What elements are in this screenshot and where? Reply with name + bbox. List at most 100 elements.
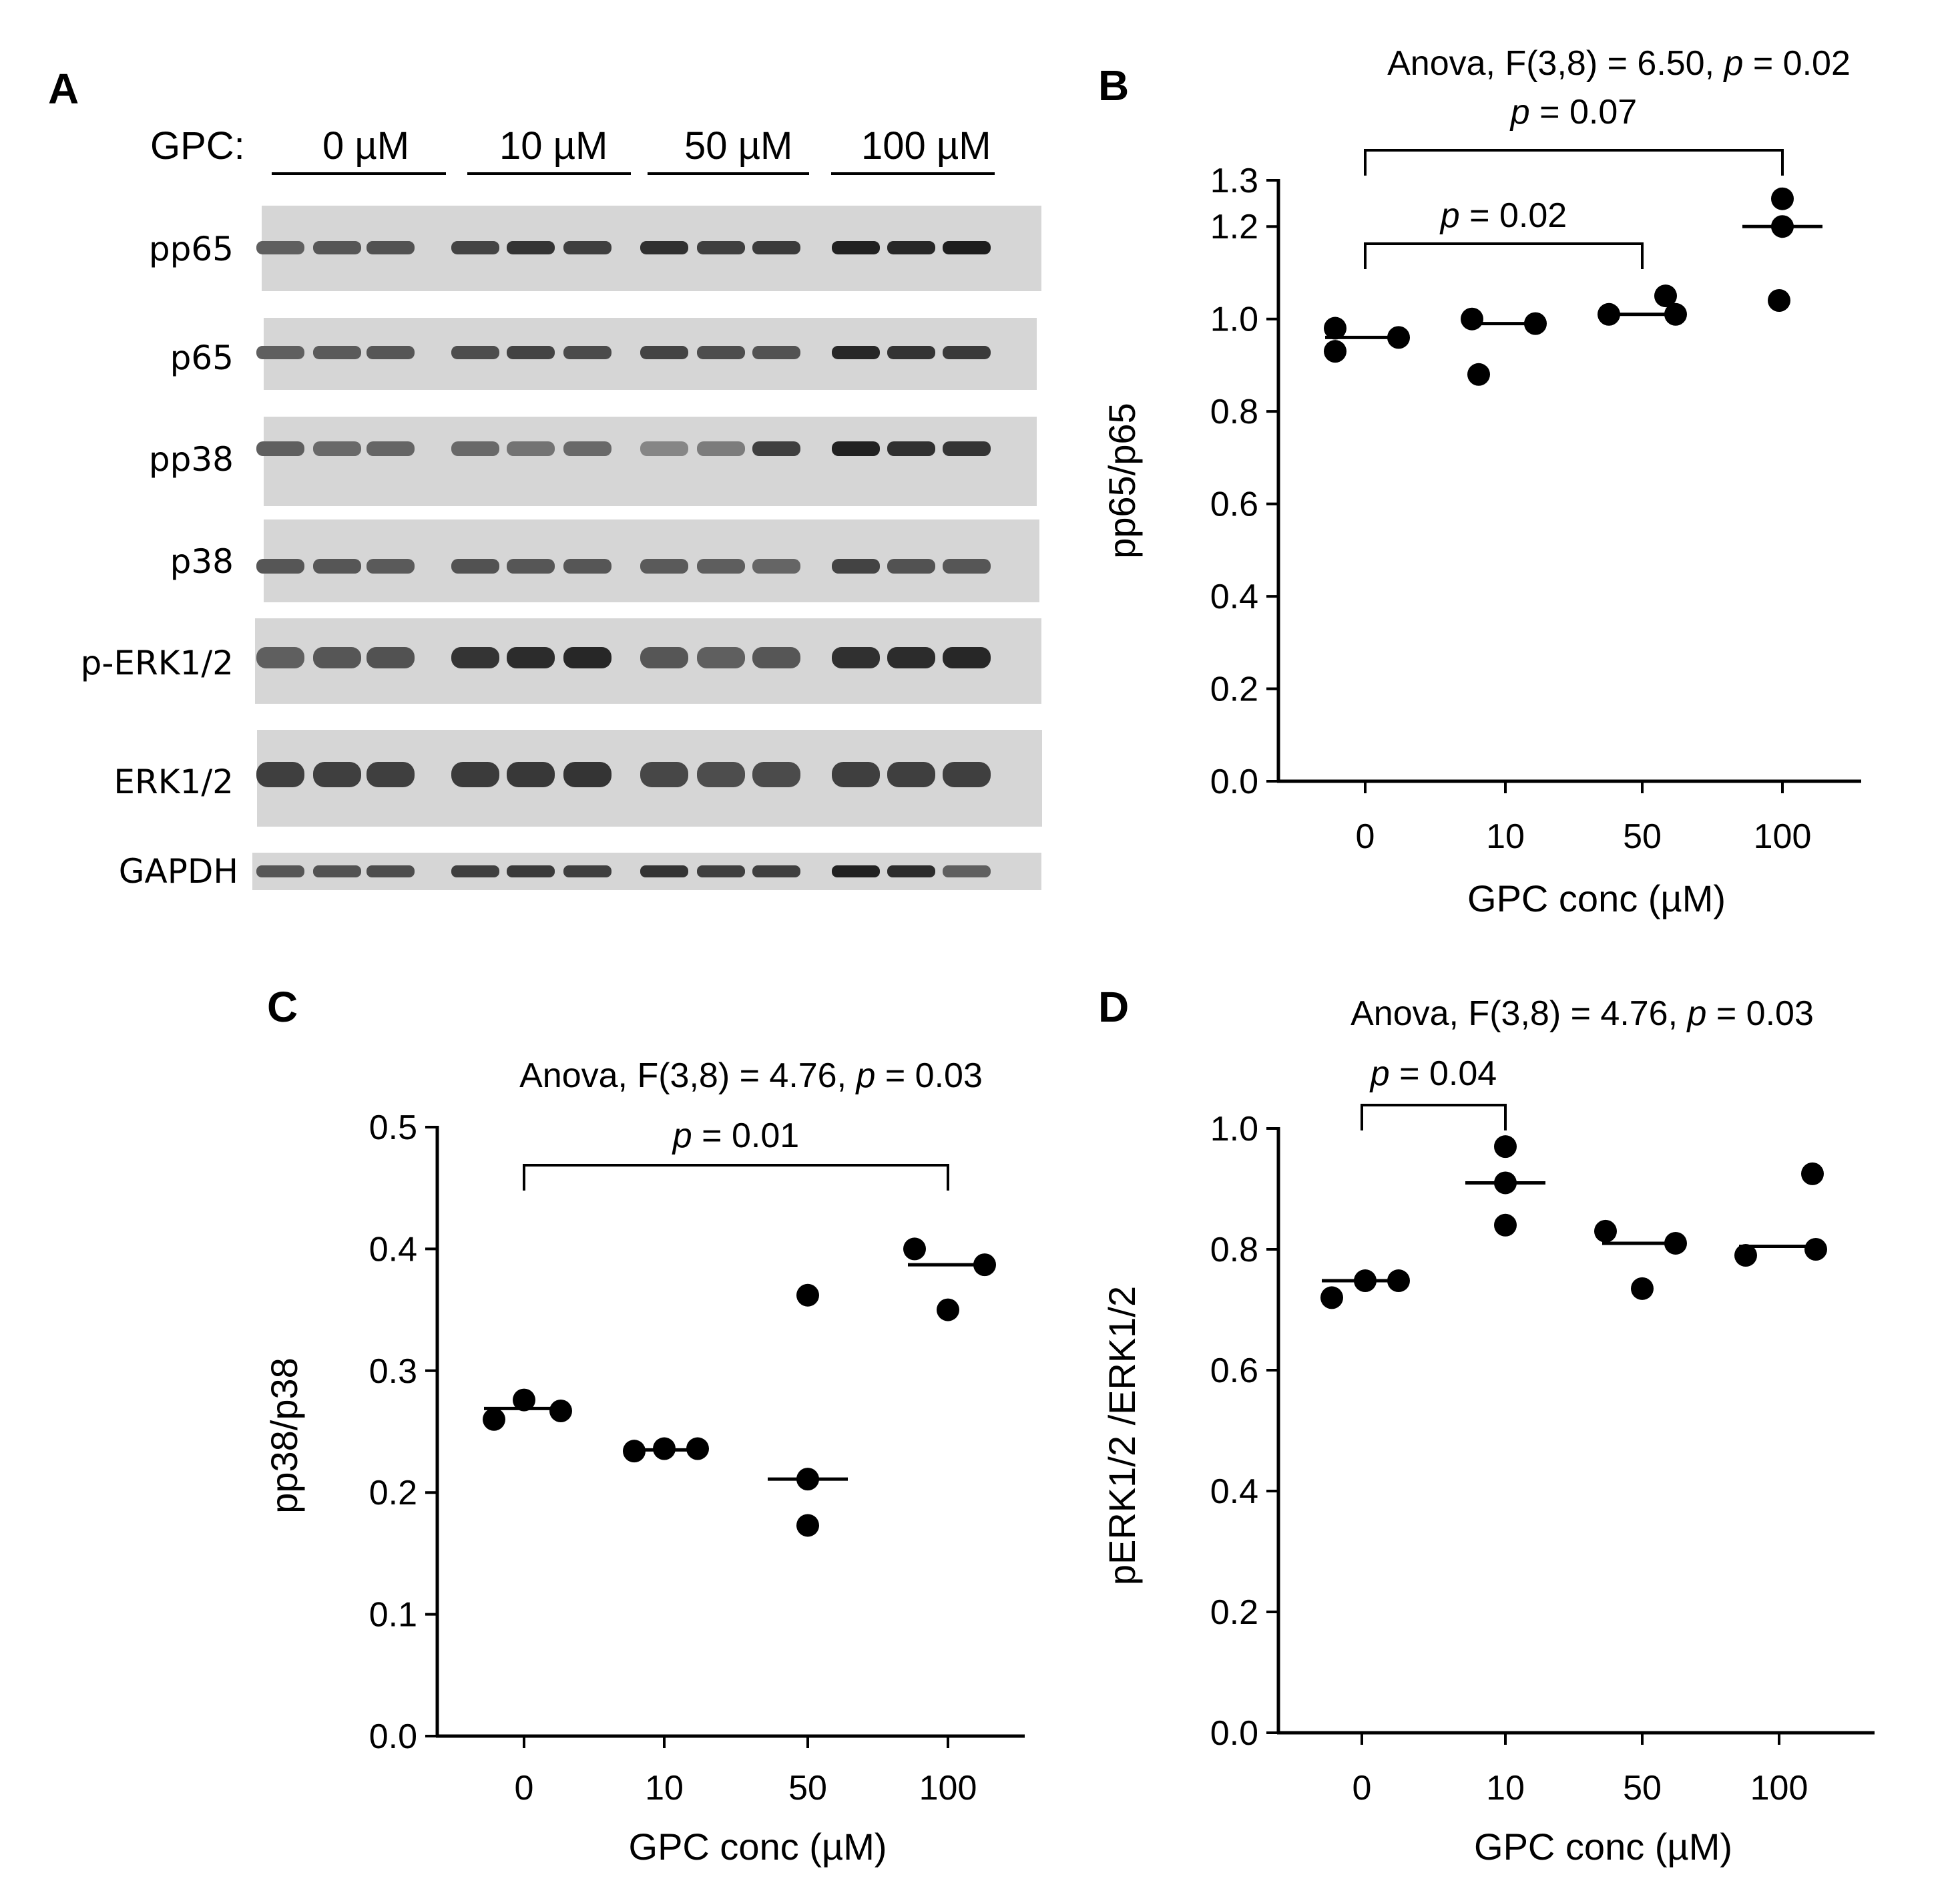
significance-bracket xyxy=(1364,242,1644,269)
blot-band xyxy=(640,559,688,574)
gpc-header-label: GPC: xyxy=(150,124,245,168)
significance-bracket xyxy=(523,1164,949,1191)
x-tick-label: 100 xyxy=(1750,1769,1808,1808)
anova-annotation: Anova, F(3,8) = 4.76, p = 0.03 xyxy=(519,1056,983,1095)
anova-annotation: Anova, F(3,8) = 4.76, p = 0.03 xyxy=(1351,994,1814,1033)
anova-annotation: Anova, F(3,8) = 6.50, p = 0.02 xyxy=(1387,44,1851,83)
y-tick-label: 0.2 xyxy=(369,1474,417,1512)
blot-group-label: 10 µM xyxy=(499,124,607,168)
data-point xyxy=(1320,1286,1343,1309)
blot-band xyxy=(697,762,745,787)
y-tick-label: 1.3 xyxy=(1210,162,1258,200)
blot-band xyxy=(640,647,688,668)
blot-rows: pp65 p65 pp38 p38 p-ERK1/2 ERK1/2 GAPDH xyxy=(81,206,1042,891)
data-point xyxy=(796,1514,819,1537)
blot-band xyxy=(752,647,800,668)
data-point xyxy=(686,1437,709,1460)
panel-b-chart: 0.0 0.2 0.4 0.6 0.8 1.0 1.2 1.3 0 10 50 100 pp65/p65… xyxy=(1101,44,1861,919)
blot-band xyxy=(451,559,499,574)
data-point xyxy=(623,1440,646,1463)
blot-band xyxy=(366,865,415,877)
blot-band xyxy=(451,241,499,254)
blot-band xyxy=(640,762,688,787)
blot-band xyxy=(640,241,688,254)
data-point xyxy=(1324,317,1346,340)
data-point xyxy=(796,1283,819,1307)
blot-band xyxy=(451,647,499,668)
blot-band xyxy=(563,559,611,574)
data-point xyxy=(1467,363,1490,386)
y-tick-label: 0.4 xyxy=(1210,578,1258,616)
y-tick-label: 0.2 xyxy=(1210,1593,1258,1632)
blot-band xyxy=(887,241,935,254)
blot-band xyxy=(507,762,555,787)
blot-band xyxy=(752,762,800,787)
blot-band xyxy=(256,762,304,787)
y-tick-label: 0.0 xyxy=(1210,763,1258,801)
x-tick-label: 10 xyxy=(645,1769,684,1808)
y-axis-title: pp65/p65 xyxy=(1101,403,1143,559)
data-point xyxy=(1461,307,1483,331)
blot-band xyxy=(563,441,611,456)
data-point xyxy=(1598,302,1620,326)
blot-band xyxy=(256,441,304,456)
x-tick-label: 50 xyxy=(1623,817,1662,856)
data-point xyxy=(1801,1162,1824,1185)
data-point xyxy=(1768,289,1790,312)
blot-band xyxy=(507,647,555,668)
bracket-p-value: p = 0.02 xyxy=(1439,196,1567,235)
blot-band xyxy=(256,865,304,877)
bracket-p-value: p = 0.04 xyxy=(1369,1054,1497,1093)
data-point xyxy=(1804,1238,1827,1261)
x-tick-label: 0 xyxy=(1353,1769,1372,1808)
x-tick-label: 10 xyxy=(1486,1769,1525,1808)
blot-band xyxy=(313,441,361,456)
blot-row-label: pp38 xyxy=(149,440,234,479)
data-point xyxy=(1654,284,1677,308)
y-tick-label: 0.3 xyxy=(369,1352,417,1391)
blot-band xyxy=(943,559,991,574)
data-point xyxy=(1664,1231,1687,1255)
x-tick-label: 100 xyxy=(919,1769,977,1808)
blot-band xyxy=(313,865,361,877)
blot-band xyxy=(256,559,304,574)
x-tick-label: 0 xyxy=(1356,817,1375,856)
blot-band xyxy=(451,865,499,877)
data-point xyxy=(973,1253,996,1277)
blot-band xyxy=(887,441,935,456)
blot-band xyxy=(451,441,499,456)
blot-group-label: 100 µM xyxy=(861,124,991,168)
blot-band xyxy=(943,647,991,668)
data-point xyxy=(1494,1213,1517,1237)
x-axis-title: GPC conc (µM) xyxy=(1474,1826,1732,1868)
blot-band xyxy=(943,762,991,787)
blot-band xyxy=(640,346,688,359)
blot-band xyxy=(832,346,880,359)
y-tick-label: 1.2 xyxy=(1210,208,1258,246)
blot-band xyxy=(887,559,935,574)
blot-band xyxy=(832,647,880,668)
y-tick-label: 1.0 xyxy=(1210,300,1258,339)
y-axis-title: pp38/p38 xyxy=(263,1357,305,1514)
blot-group-label: 0 µM xyxy=(322,124,409,168)
y-tick-label: 0.0 xyxy=(1210,1714,1258,1753)
blot-band xyxy=(943,441,991,456)
blot-band xyxy=(832,762,880,787)
panel-label-b: B xyxy=(1098,61,1129,110)
data-point xyxy=(1494,1135,1517,1159)
blot-band xyxy=(640,865,688,877)
y-tick-label: 0.4 xyxy=(369,1230,417,1269)
blot-membrane xyxy=(264,417,1037,506)
blot-band xyxy=(752,241,800,254)
panel-c-chart: 0.0 0.1 0.2 0.3 0.4 0.5 0 10 50 100 pp38/p38 GPC co… xyxy=(263,1056,1025,1868)
blot-band xyxy=(563,762,611,787)
blot-band xyxy=(313,346,361,359)
blot-group-label: 50 µM xyxy=(684,124,792,168)
blot-band xyxy=(752,346,800,359)
blot-band xyxy=(563,346,611,359)
blot-band xyxy=(366,762,415,787)
blot-row-label: p38 xyxy=(170,542,234,581)
y-tick-label: 0.5 xyxy=(369,1108,417,1147)
x-tick-label: 0 xyxy=(515,1769,534,1808)
